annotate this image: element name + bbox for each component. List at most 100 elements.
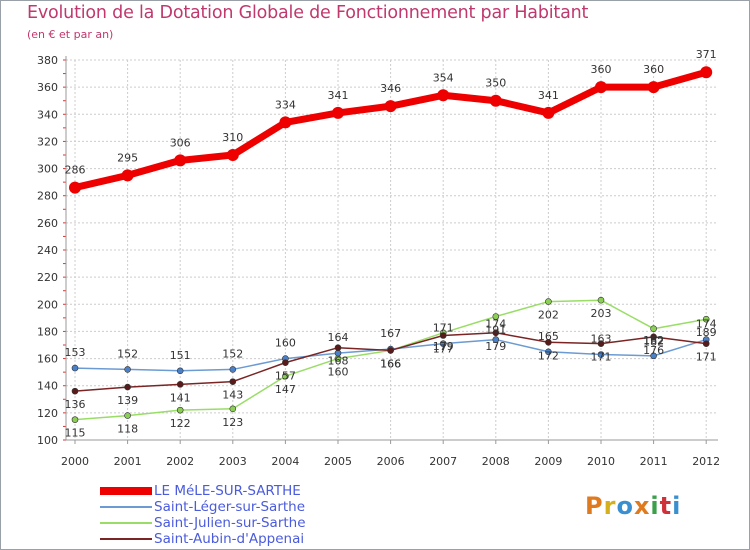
y-tick-label: 100: [37, 434, 58, 447]
data-label: 189: [696, 326, 717, 339]
data-label: 151: [170, 349, 191, 362]
gridlines: [66, 59, 718, 441]
data-label: 143: [222, 389, 243, 402]
data-label: 179: [485, 340, 506, 353]
data-point: [597, 296, 605, 304]
legend-swatch: [100, 522, 152, 524]
data-point: [332, 106, 344, 119]
x-tick-label: 2003: [219, 455, 247, 468]
data-label: 166: [380, 357, 401, 370]
x-tick-label: 2008: [482, 455, 510, 468]
data-label: 136: [65, 398, 86, 411]
data-point: [650, 333, 657, 341]
data-point: [702, 315, 710, 323]
data-point: [124, 366, 131, 373]
y-tick-label: 140: [37, 380, 58, 393]
axes: 100 120 140 160 180 200 220 240 260 280 300 320 340 3…: [37, 54, 720, 468]
data-label: 176: [643, 344, 664, 357]
data-label: 162: [643, 334, 664, 347]
data-label: 172: [538, 349, 559, 362]
data-point: [176, 381, 184, 388]
data-point: [545, 338, 552, 346]
legend-label: LE MéLE-SUR-SARTHE: [154, 483, 301, 499]
chart-subtitle: (en € et par an): [27, 28, 114, 41]
data-point: [176, 406, 184, 414]
x-tick-label: 2011: [640, 455, 668, 468]
data-label: 191: [485, 324, 506, 337]
data-label: 164: [328, 331, 349, 344]
data-label: 360: [643, 63, 664, 76]
data-label: 341: [538, 89, 559, 102]
data-point: [124, 412, 131, 419]
data-label: 147: [275, 383, 296, 396]
data-label: 118: [117, 423, 138, 436]
data-point: [597, 351, 605, 358]
x-tick-label: 2000: [61, 455, 89, 468]
data-point: [69, 181, 81, 194]
legend-label: Saint-Aubin-d'Appenai: [154, 531, 305, 547]
data-label: 163: [591, 333, 612, 346]
data-point: [492, 329, 500, 337]
x-tick-label: 2010: [587, 455, 615, 468]
data-label: 171: [591, 351, 612, 364]
data-label: 286: [65, 164, 86, 177]
y-tick-label: 380: [37, 54, 58, 67]
data-point: [229, 366, 237, 373]
legend-label: Saint-Julien-sur-Sarthe: [154, 515, 306, 531]
data-label: 203: [591, 307, 612, 320]
y-tick-label: 320: [37, 135, 58, 148]
y-tick-label: 160: [37, 353, 58, 366]
data-label: 310: [222, 131, 243, 144]
data-label: 115: [65, 427, 86, 440]
data-label: 152: [117, 347, 138, 360]
data-label: 168: [328, 355, 349, 368]
data-label: 123: [222, 416, 243, 429]
data-point: [124, 383, 131, 391]
data-label: 182: [643, 336, 664, 349]
data-point: [71, 416, 79, 423]
x-tick-label: 2002: [166, 455, 194, 468]
data-label: 141: [170, 391, 191, 404]
logo-letter: r: [603, 492, 617, 520]
data-label: 171: [696, 351, 717, 364]
data-label: 174: [485, 318, 506, 331]
data-point: [437, 89, 450, 102]
data-point: [545, 298, 552, 305]
data-label: 160: [328, 366, 349, 379]
data-point: [334, 344, 342, 352]
legend-swatch: [100, 506, 152, 508]
data-point: [702, 340, 710, 347]
y-tick-label: 300: [37, 163, 58, 176]
data-label: 166: [380, 357, 401, 370]
logo-letter: x: [633, 492, 651, 520]
logo-letter: i: [650, 492, 660, 520]
data-label: 167: [380, 327, 401, 340]
y-tick-label: 180: [37, 325, 58, 338]
data-label: 354: [433, 71, 454, 84]
x-tick-label: 2007: [429, 455, 457, 468]
x-tick-label: 2005: [324, 455, 352, 468]
x-tick-label: 2009: [534, 455, 562, 468]
logo-letter: i: [672, 492, 682, 520]
data-label: 122: [170, 417, 191, 430]
y-tick-label: 200: [37, 298, 58, 311]
legend-swatch: [100, 487, 152, 495]
data-point: [279, 116, 292, 129]
data-point: [226, 149, 239, 161]
data-point: [229, 405, 237, 413]
legend-swatch: [100, 538, 152, 540]
data-label: 171: [433, 322, 454, 335]
y-tick-label: 220: [37, 271, 58, 284]
y-tick-label: 120: [37, 407, 58, 420]
data-point: [542, 106, 555, 119]
logo-letter: P: [585, 492, 604, 520]
chart-title: Evolution de la Dotation Globale de Fonc…: [27, 3, 589, 23]
data-point: [282, 372, 289, 380]
data-point: [650, 352, 657, 360]
data-label: 341: [328, 89, 349, 102]
x-tick-label: 2012: [692, 455, 720, 468]
data-label: 157: [275, 370, 296, 383]
y-tick-label: 360: [37, 81, 58, 94]
data-label: 360: [591, 63, 612, 76]
